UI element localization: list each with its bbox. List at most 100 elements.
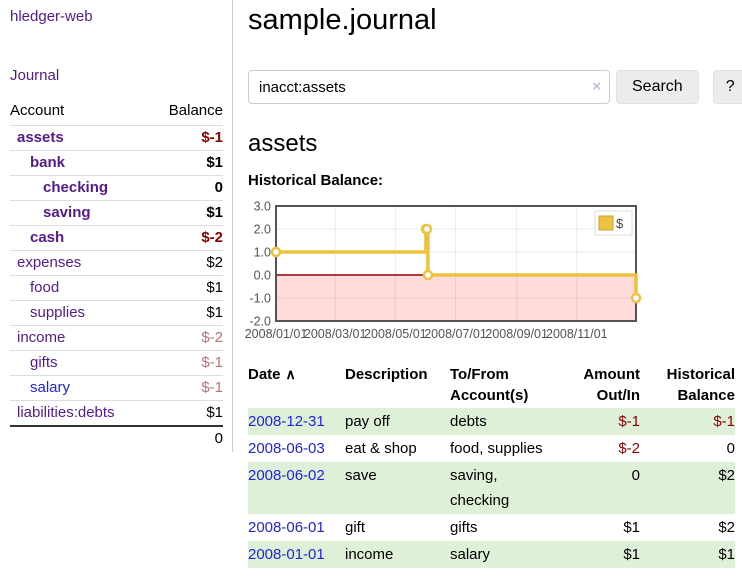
register-header-row: Date ∧ Description To/From Account(s) Amo… [248, 362, 735, 408]
register-table: Date ∧ Description To/From Account(s) Amo… [248, 362, 735, 568]
account-link[interactable]: salary [30, 379, 71, 396]
transaction-amount: $-2 [618, 440, 640, 457]
account-row: gifts $-1 [10, 350, 223, 376]
svg-text:2008/09/01: 2008/09/01 [485, 327, 548, 341]
transaction-date-link[interactable]: 2008-06-03 [248, 440, 325, 457]
help-button[interactable]: ? [712, 70, 742, 104]
account-link[interactable]: cash [30, 229, 65, 246]
search-input[interactable] [248, 70, 610, 104]
main-content: sample.journal × Search ? assets Histori… [245, 0, 742, 568]
svg-text:3.0: 3.0 [254, 200, 271, 214]
account-heading: assets [248, 130, 318, 157]
account-cell: salary [10, 375, 151, 401]
svg-text:0.0: 0.0 [254, 269, 271, 283]
sidebar-item-journal[interactable]: Journal [10, 67, 60, 84]
account-row: food $1 [10, 275, 223, 301]
svg-text:2.0: 2.0 [254, 223, 271, 237]
sort-asc-icon: ∧ [285, 366, 296, 382]
svg-text:1.0: 1.0 [254, 246, 271, 260]
account-balance: $-1 [150, 125, 223, 151]
transaction-balance: $2 [718, 519, 735, 536]
account-cell: food [10, 275, 151, 301]
accounts-total-row: 0 [10, 425, 223, 451]
transaction-accounts: food, supplies [450, 440, 543, 457]
account-link[interactable]: gifts [30, 354, 58, 371]
account-balance: $1 [150, 275, 223, 301]
account-row: supplies $1 [10, 300, 223, 326]
account-link[interactable]: checking [43, 179, 109, 196]
transaction-date-link[interactable]: 2008-06-02 [248, 467, 325, 484]
transaction-date-cell: 2008-06-01 [248, 514, 345, 541]
svg-text:2008/07/01: 2008/07/01 [424, 327, 487, 341]
chart-title: Historical Balance: [248, 172, 384, 189]
account-link[interactable]: income [17, 329, 66, 346]
page-title: sample.journal [248, 4, 437, 36]
transaction-description: pay off [345, 413, 390, 430]
account-balance: $1 [150, 300, 223, 326]
app-title-link[interactable]: hledger-web [10, 8, 93, 25]
register-row: 2008-01-01 income salary $1 $1 [248, 541, 735, 568]
account-link[interactable]: bank [30, 154, 66, 171]
account-cell: saving [10, 200, 151, 226]
search-input-wrap: × [248, 70, 610, 104]
col-tofrom: To/From Account(s) [450, 366, 529, 404]
account-cell: expenses [10, 250, 151, 276]
transaction-balance: $-1 [713, 413, 735, 430]
svg-text:2008/11/01: 2008/11/01 [546, 327, 608, 341]
search-form: × Search ? [248, 70, 742, 104]
transaction-amount: $1 [623, 519, 640, 536]
account-balance: $1 [150, 150, 223, 176]
account-row: income $-2 [10, 325, 223, 351]
transaction-date-cell: 2008-06-03 [248, 435, 345, 462]
account-link[interactable]: liabilities:debts [17, 404, 115, 421]
transaction-description: gift [345, 519, 366, 536]
account-cell: checking [10, 175, 151, 201]
transaction-date-link[interactable]: 2008-01-01 [248, 546, 325, 563]
col-balance: Historical Balance [666, 366, 735, 404]
register-row: 2008-06-03 eat & shop food, supplies $-2… [248, 435, 735, 462]
account-link[interactable]: expenses [17, 254, 82, 271]
account-cell: supplies [10, 300, 151, 326]
account-row: assets $-1 [10, 125, 223, 151]
account-balance: $1 [150, 200, 223, 226]
account-cell: liabilities:debts [10, 400, 151, 426]
col-description: Description [345, 366, 428, 383]
transaction-balance: 0 [726, 440, 735, 457]
transaction-date-link[interactable]: 2008-12-31 [248, 413, 325, 430]
account-row: expenses $2 [10, 250, 223, 276]
account-row: bank $1 [10, 150, 223, 176]
svg-text:-1.0: -1.0 [249, 292, 271, 306]
transaction-balance: $2 [718, 467, 735, 484]
account-link[interactable]: supplies [30, 304, 86, 321]
account-cell: assets [10, 125, 151, 151]
account-balance: $2 [150, 250, 223, 276]
search-button[interactable]: Search [616, 70, 699, 104]
register-row: 2008-06-01 gift gifts $1 $2 [248, 514, 735, 541]
transaction-balance: $1 [718, 546, 735, 563]
account-link[interactable]: saving [43, 204, 91, 221]
account-row: saving $1 [10, 200, 223, 226]
account-balance: $-2 [150, 225, 223, 251]
historical-balance-chart: 3.0 2.0 1.0 0.0 -1.0 -2.02008/01/012008/03/01… [245, 200, 642, 341]
account-cell: gifts [10, 350, 151, 376]
register-row: 2008-12-31 pay off debts $-1 $-1 [248, 408, 735, 435]
account-link[interactable]: assets [17, 129, 64, 146]
account-balance: 0 [150, 175, 223, 201]
account-link[interactable]: food [30, 279, 60, 296]
transaction-date-link[interactable]: 2008-06-01 [248, 519, 325, 536]
accounts-header-row: Account Balance [10, 98, 223, 126]
transaction-date-cell: 2008-01-01 [248, 541, 345, 568]
account-balance: $-1 [150, 350, 223, 376]
accounts-header-balance: Balance [168, 102, 223, 119]
svg-text:2008/01/01: 2008/01/01 [245, 327, 308, 341]
account-balance: $-2 [150, 325, 223, 351]
transaction-accounts: salary [450, 546, 491, 563]
accounts-total-balance: 0 [150, 425, 223, 451]
account-row: checking 0 [10, 175, 223, 201]
transaction-date-cell: 2008-12-31 [248, 408, 345, 435]
clear-search-icon[interactable]: × [592, 78, 601, 95]
col-date[interactable]: Date ∧ [248, 366, 296, 383]
account-row: liabilities:debts $1 [10, 400, 223, 426]
accounts-total-spacer [10, 425, 151, 451]
svg-text:$: $ [616, 216, 624, 231]
